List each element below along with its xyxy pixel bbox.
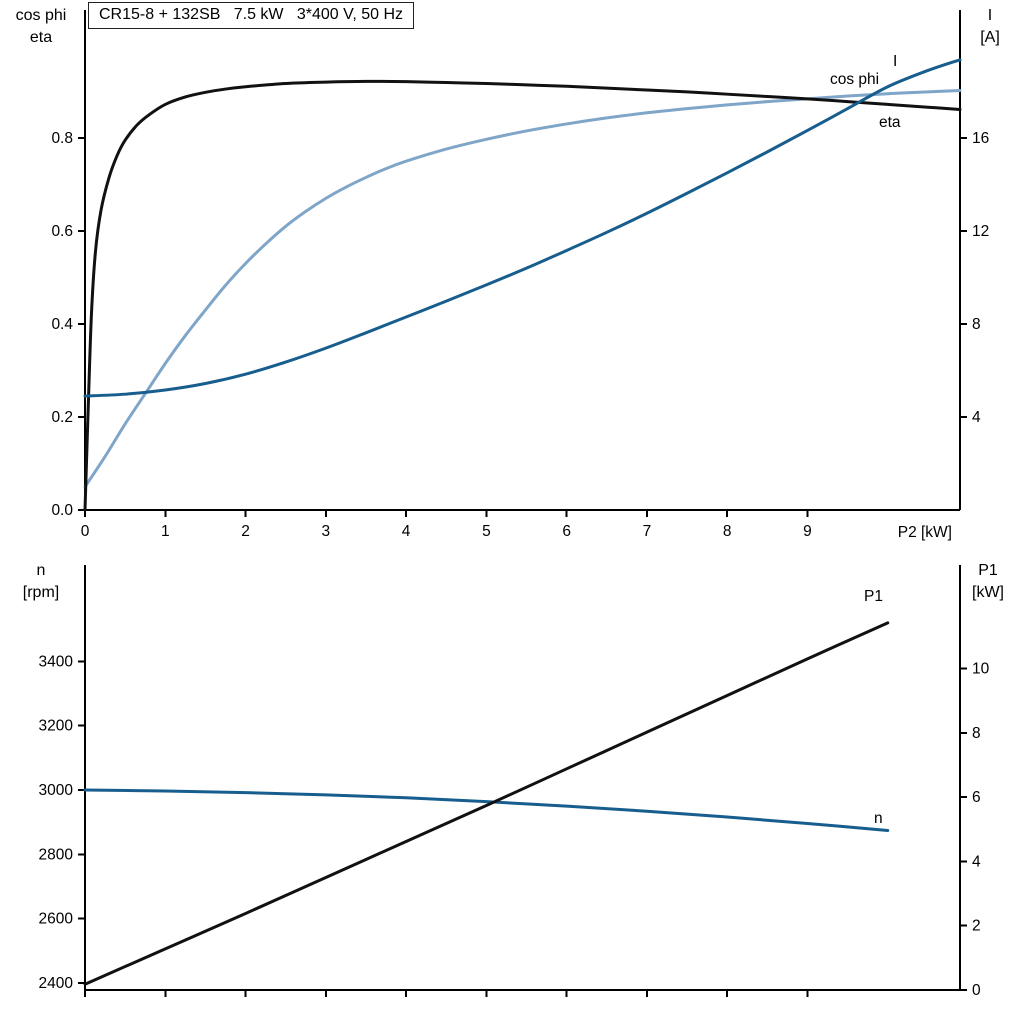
curve-P1 xyxy=(83,621,890,986)
x-tick-label: 6 xyxy=(562,523,571,540)
right-tick-label: 6 xyxy=(972,789,981,806)
axis-title-current: I xyxy=(987,7,993,24)
right-tick-label: 0 xyxy=(972,982,981,999)
x-tick-label: 5 xyxy=(482,523,491,540)
curve-cos phi xyxy=(83,88,962,489)
curve-eta xyxy=(83,79,962,512)
left-tick-label: 2400 xyxy=(39,975,74,992)
right-tick-label: 16 xyxy=(972,130,989,147)
curve-n xyxy=(83,788,890,833)
top-left-axis-title: cos phi eta xyxy=(0,5,82,49)
axis-title-p1-unit: [kW] xyxy=(972,584,1004,601)
axis-title-eta: eta xyxy=(29,29,53,46)
right-tick-label: 10 xyxy=(972,661,990,678)
left-tick-label: 3400 xyxy=(39,653,74,670)
axis-title-cos-phi: cos phi xyxy=(15,7,67,24)
axis-title-current-unit: [A] xyxy=(980,29,1000,46)
x-tick-label: 2 xyxy=(241,523,250,540)
curve-label-cos phi: cos phi xyxy=(830,71,879,88)
curve-label-n: n xyxy=(874,810,883,827)
x-tick-label: 7 xyxy=(643,523,652,540)
right-tick-label: 4 xyxy=(972,853,981,870)
left-tick-label: 3000 xyxy=(39,782,74,799)
left-tick-label: 0.2 xyxy=(51,409,73,426)
x-axis-label: P2 [kW] xyxy=(898,524,952,541)
curve-I xyxy=(83,58,962,398)
left-tick-label: 0.6 xyxy=(51,223,73,240)
right-tick-label: 4 xyxy=(972,409,981,426)
axis-title-speed-unit: [rpm] xyxy=(22,584,60,601)
pump-title-box: CR15-8 + 132SB 7.5 kW 3*400 V, 50 Hz xyxy=(88,2,415,29)
right-tick-label: 2 xyxy=(972,918,981,935)
x-tick-label: 4 xyxy=(402,523,411,540)
curve-label-I: I xyxy=(893,53,897,70)
x-tick-label: 0 xyxy=(81,523,90,540)
right-tick-label: 12 xyxy=(972,223,989,240)
x-tick-label: 1 xyxy=(161,523,170,540)
axis-title-p1: P1 xyxy=(978,562,998,579)
right-tick-label: 8 xyxy=(972,316,981,333)
left-tick-label: 0.4 xyxy=(51,316,73,333)
bottom-right-axis-title: P1 [kW] xyxy=(956,560,1020,604)
axis-title-speed: n xyxy=(36,562,46,579)
left-tick-label: 3200 xyxy=(39,718,74,735)
right-tick-label: 8 xyxy=(972,725,981,742)
left-tick-label: 2800 xyxy=(39,846,74,863)
x-tick-label: 9 xyxy=(803,523,812,540)
top-right-axis-title: I [A] xyxy=(960,5,1020,49)
x-tick-label: 3 xyxy=(322,523,331,540)
bottom-left-axis-title: n [rpm] xyxy=(0,560,82,604)
left-tick-label: 0.0 xyxy=(51,502,73,519)
left-tick-label: 0.8 xyxy=(51,130,73,147)
left-tick-label: 2600 xyxy=(39,911,74,928)
x-tick-label: 8 xyxy=(723,523,732,540)
curve-label-P1: P1 xyxy=(864,588,883,605)
curve-label-eta: eta xyxy=(879,114,901,131)
